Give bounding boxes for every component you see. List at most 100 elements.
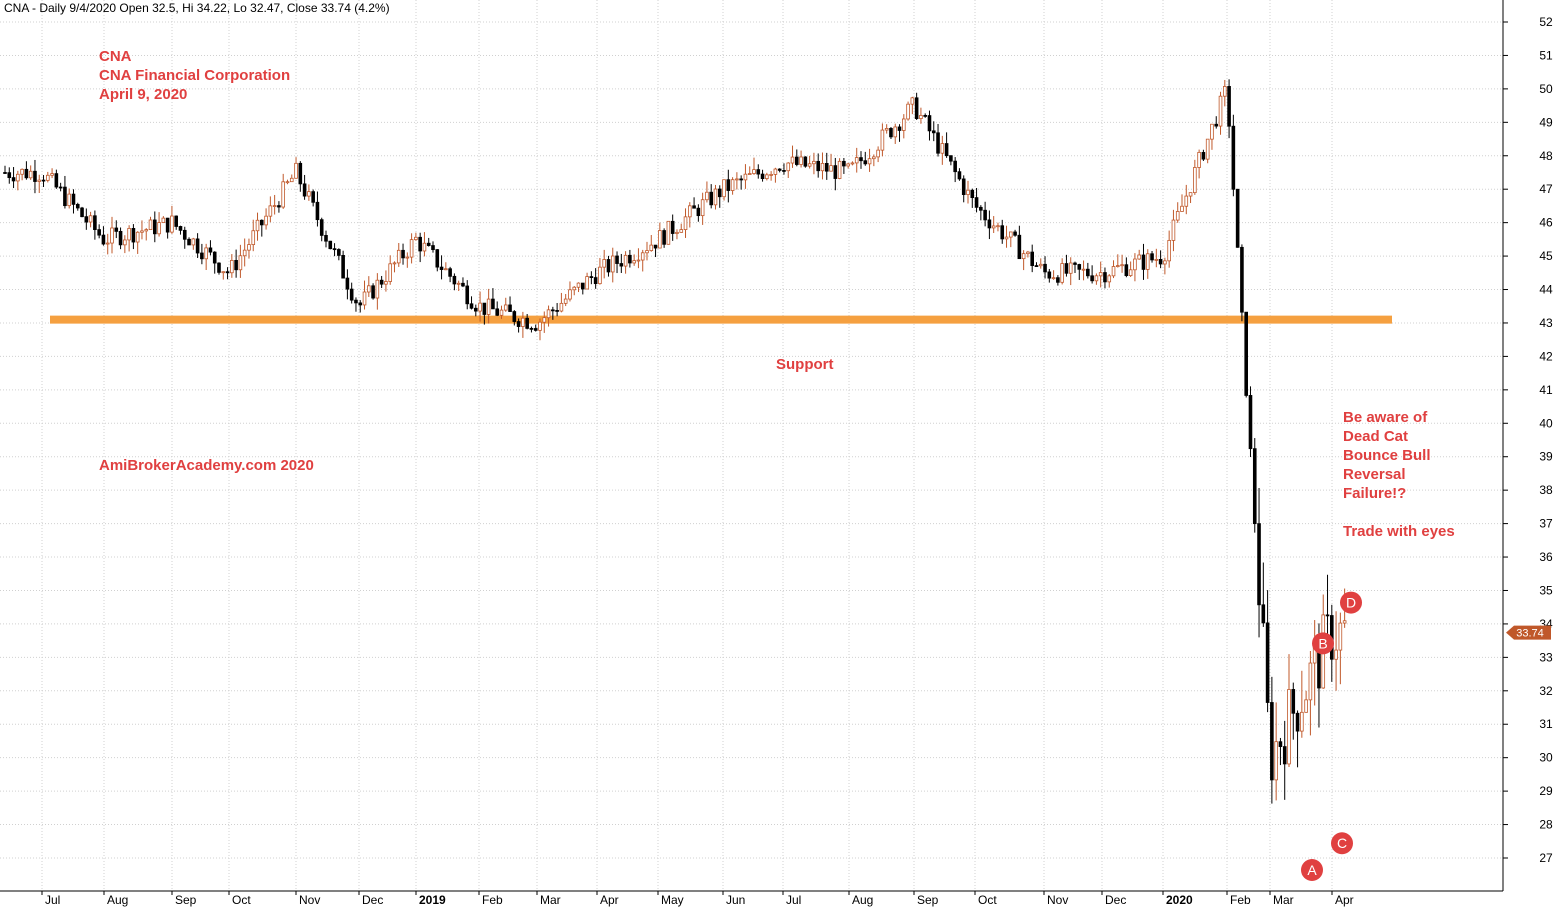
x-tick-label: Jun [726,893,745,907]
candle-body [358,302,363,306]
note-line: Be aware of [1343,409,1428,426]
candle-body [187,238,191,246]
candle-body [110,227,114,244]
candle-body [247,244,251,251]
y-tick-label: 51 [1539,48,1553,62]
candle-body [1026,251,1030,255]
candle-body [923,114,927,117]
candle-body [234,260,238,271]
candle-body [1270,702,1274,781]
candle-body [259,219,264,226]
candle-body [658,230,662,249]
candle-body [37,179,42,182]
candle-body [812,160,816,165]
candle-body [747,173,752,175]
watermark: AmiBrokerAcademy.com 2020 [99,457,314,474]
candle-body [1107,275,1112,283]
x-tick-label: 2020 [1166,893,1193,907]
candle-body [1086,268,1090,277]
point-marker [1312,632,1334,655]
candle-body [75,203,80,209]
candle-body [931,130,936,134]
candle-body [435,249,440,268]
candle-body [610,255,615,273]
candle-body [392,262,397,265]
candle-body [354,299,358,304]
candle-body [170,215,174,233]
candle-body [465,285,470,305]
x-tick-label: Dec [362,893,383,907]
candle-body [328,240,333,250]
candle-body [1308,662,1313,701]
candle-body [221,271,226,274]
candle-body [542,317,547,323]
candle-body [991,225,996,229]
x-tick-label: Dec [1105,893,1126,907]
candle-body [225,271,230,274]
candle-body [1034,265,1039,267]
candle-body [204,247,208,260]
point-label: C [1337,835,1347,851]
candle-body [242,249,247,257]
x-tick-label: Feb [1230,893,1251,907]
candle-body [1291,689,1296,714]
candle-body [473,307,478,312]
candle-body [1133,258,1137,271]
y-tick-label: 37 [1539,517,1553,531]
candle-body [1120,264,1124,267]
candle-body [426,242,431,246]
candle-body [508,304,512,312]
candle-body [645,250,649,254]
candle-body [1304,699,1308,713]
candle-body [563,298,568,304]
candle-body [521,317,525,327]
candle-body [268,205,273,217]
candle-body [944,143,949,157]
candle-body [773,168,778,175]
y-tick-label: 50 [1539,82,1553,96]
candle-body [782,170,786,172]
candle-body [765,174,769,180]
y-tick-label: 29 [1539,784,1553,798]
candle-body [289,177,294,183]
candle-body [593,277,598,285]
candle-body [324,235,328,242]
candle-body [816,160,820,172]
candle-body [1145,253,1150,270]
y-tick-label: 43 [1539,316,1553,330]
candle-body [375,279,380,299]
candle-body [884,128,889,131]
candle-body [902,118,906,131]
candle-body [769,174,773,176]
candle-body [568,289,572,300]
candle-body [632,260,636,264]
candle-body [996,225,1000,228]
candle-body [692,205,696,209]
candle-body [152,219,157,235]
candle-body [88,215,93,223]
candle-body [516,321,521,327]
candle-body [384,281,388,285]
candle-body [726,179,731,191]
candle-body [795,156,799,165]
candle-body [666,220,671,245]
x-tick-label: Nov [299,893,320,907]
candle-body [893,126,898,138]
candle-body [546,309,551,319]
candle-body [602,259,606,268]
candle-body [777,168,782,171]
candle-body [1158,259,1163,265]
candle-body [24,168,29,179]
candle-body [272,205,277,207]
candle-body [332,248,337,251]
y-tick-label: 36 [1539,550,1553,564]
candle-body [127,228,131,241]
candle-body [54,173,59,188]
candle-body [478,302,482,312]
x-tick-label: Oct [978,893,997,907]
candle-body [1021,253,1026,260]
candle-body [512,311,517,322]
candle-body [974,197,979,208]
candle-body [379,279,384,285]
candle-body [919,114,923,119]
